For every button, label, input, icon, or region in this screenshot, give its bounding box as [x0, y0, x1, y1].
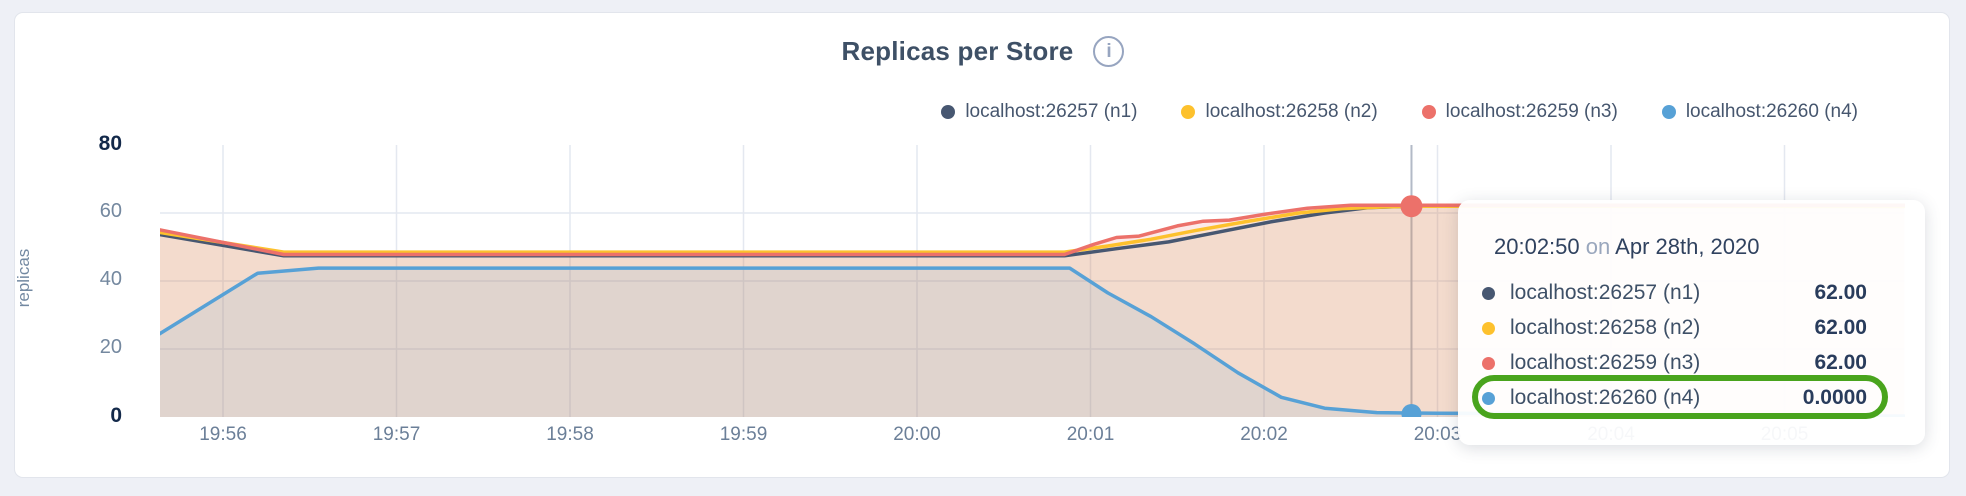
legend-dot — [941, 105, 956, 119]
y-tick-label: 40 — [99, 268, 122, 290]
x-tick-label: 19:58 — [546, 424, 594, 445]
tooltip-row-n3: localhost:26259 (n3) 62.00 — [1482, 346, 1867, 380]
x-tick-label: 20:00 — [893, 424, 941, 445]
y-tick-label: 0 — [110, 404, 122, 427]
legend-item-n3: localhost:26259 (n3) — [1421, 101, 1618, 123]
x-tick-label: 20:01 — [1066, 424, 1115, 445]
tooltip-time: 20:02:50 — [1494, 234, 1580, 259]
tooltip-row-n2: localhost:26258 (n2) 62.00 — [1482, 311, 1867, 345]
legend: localhost:26257 (n1) localhost:26258 (n2)… — [941, 101, 1858, 123]
x-tick-label: 19:57 — [372, 424, 421, 445]
chart-header: Replicas per Store i — [0, 36, 1966, 67]
tooltip-row-label: localhost:26257 (n1) — [1510, 281, 1701, 304]
tooltip-row-value: 62.00 — [1814, 316, 1867, 339]
legend-dot — [1181, 105, 1196, 119]
hover-tooltip: 20:02:50 on Apr 28th, 2020 localhost:262… — [1458, 200, 1925, 445]
info-icon[interactable]: i — [1093, 36, 1125, 67]
legend-dot — [1421, 105, 1436, 119]
x-tick-label: 19:59 — [719, 424, 768, 445]
tooltip-row-label: localhost:26260 (n4) — [1510, 386, 1701, 409]
tooltip-row-dot — [1482, 356, 1495, 370]
x-tick-label: 20:03 — [1413, 424, 1462, 445]
legend-label: localhost:26259 (n3) — [1445, 101, 1618, 122]
tooltip-row-dot — [1482, 286, 1495, 300]
legend-label: localhost:26260 (n4) — [1685, 101, 1858, 122]
tooltip-row-label: localhost:26259 (n3) — [1510, 351, 1701, 374]
legend-dot — [1661, 105, 1676, 119]
legend-label: localhost:26257 (n1) — [965, 101, 1138, 122]
y-tick-label: 60 — [99, 200, 122, 222]
tooltip-row-label: localhost:26258 (n2) — [1510, 316, 1701, 339]
tooltip-row-dot — [1482, 321, 1495, 335]
tooltip-timestamp: 20:02:50 on Apr 28th, 2020 — [1494, 234, 1760, 260]
tooltip-date: Apr 28th, 2020 — [1615, 234, 1760, 259]
tooltip-row-value: 62.00 — [1814, 281, 1867, 304]
y-tick-label: 20 — [99, 336, 122, 358]
x-tick-label: 19:56 — [199, 424, 247, 445]
legend-item-n2: localhost:26258 (n2) — [1181, 101, 1378, 123]
tooltip-row-dot — [1482, 391, 1495, 405]
y-tick-label: 80 — [98, 132, 122, 155]
tooltip-row-n4: localhost:26260 (n4) 0.0000 — [1482, 381, 1867, 415]
chart-title: Replicas per Store — [841, 36, 1074, 66]
x-tick-label: 20:02 — [1240, 424, 1288, 445]
tooltip-row-value: 62.00 — [1814, 351, 1867, 374]
legend-item-n1: localhost:26257 (n1) — [941, 101, 1137, 123]
legend-label: localhost:26258 (n2) — [1205, 101, 1378, 122]
tooltip-row-value: 0.0000 — [1802, 386, 1867, 409]
tooltip-conjunction: on — [1585, 234, 1611, 259]
legend-item-n4: localhost:26260 (n4) — [1661, 101, 1858, 123]
tooltip-row-n1: localhost:26257 (n1) 62.00 — [1482, 276, 1867, 310]
